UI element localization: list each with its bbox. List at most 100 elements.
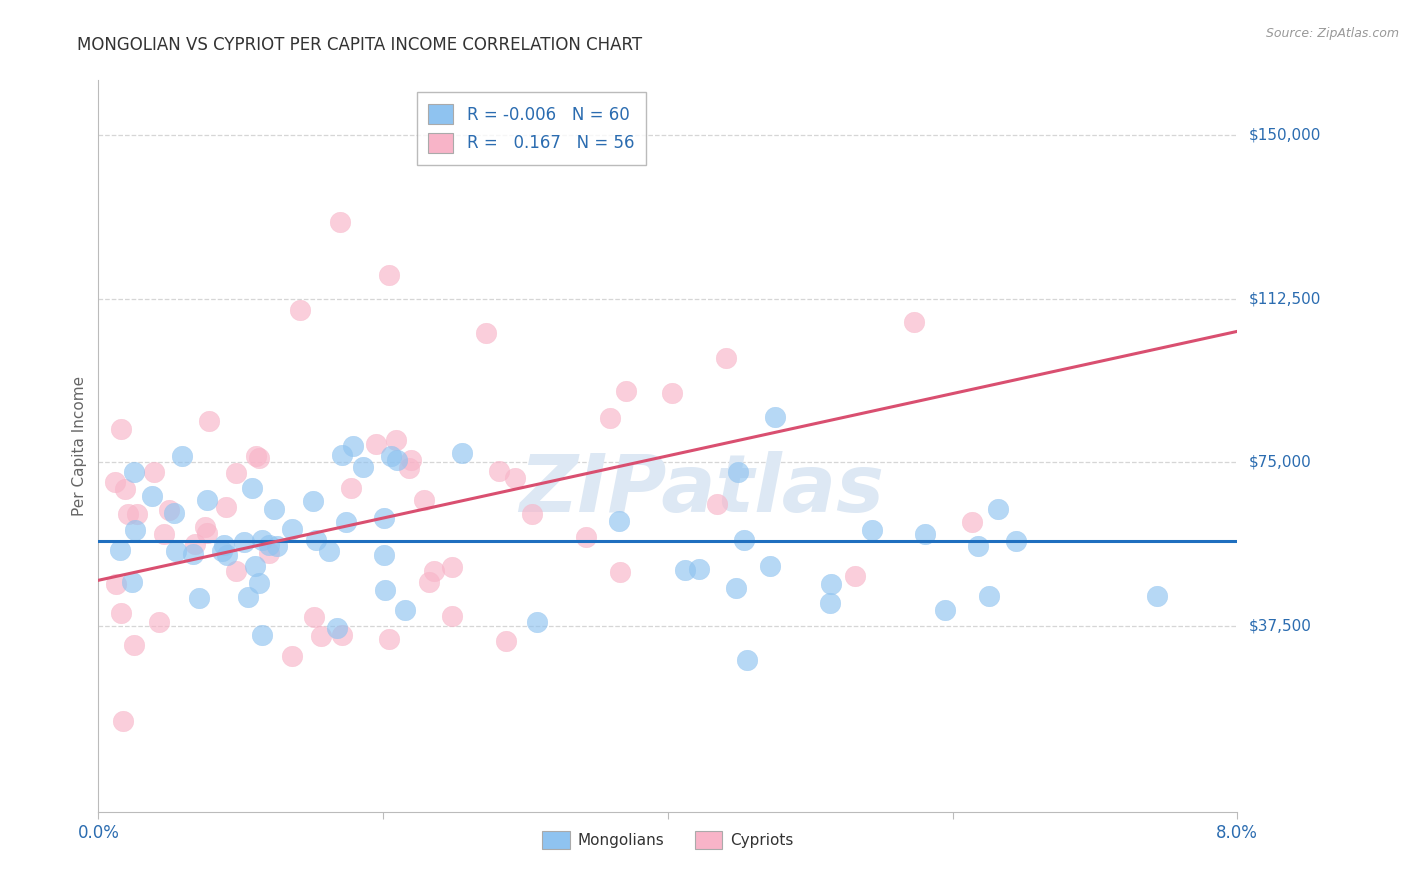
Point — [152, 526, 174, 541]
Point — [914, 526, 936, 541]
Point — [148, 615, 170, 629]
Point — [187, 591, 209, 605]
Point — [329, 215, 352, 229]
Point — [117, 507, 139, 521]
Point — [380, 450, 402, 464]
Point — [614, 384, 637, 399]
Point — [609, 565, 631, 579]
Point — [257, 538, 280, 552]
Point — [373, 548, 395, 562]
Point — [1146, 590, 1168, 604]
Point — [440, 560, 463, 574]
Point — [225, 564, 247, 578]
Point — [245, 558, 267, 573]
Point — [373, 510, 395, 524]
Point — [495, 634, 517, 648]
Point — [301, 493, 323, 508]
Point — [733, 533, 755, 547]
Point — [326, 621, 349, 635]
Point — [377, 268, 399, 282]
Point — [212, 538, 235, 552]
Point — [934, 602, 956, 616]
Point — [225, 466, 247, 480]
Point — [105, 576, 128, 591]
Text: MONGOLIAN VS CYPRIOT PER CAPITA INCOME CORRELATION CHART: MONGOLIAN VS CYPRIOT PER CAPITA INCOME C… — [77, 36, 643, 54]
Point — [142, 466, 165, 480]
Point — [184, 537, 207, 551]
Text: Source: ZipAtlas.com: Source: ZipAtlas.com — [1265, 27, 1399, 40]
Point — [195, 525, 218, 540]
Text: ZIPatlas: ZIPatlas — [519, 450, 884, 529]
Point — [281, 648, 304, 663]
Point — [242, 481, 264, 495]
Point — [820, 577, 842, 591]
Point — [335, 515, 357, 529]
Point — [440, 609, 463, 624]
Point — [385, 452, 408, 467]
Point — [960, 515, 983, 529]
Point — [304, 610, 326, 624]
Point — [122, 466, 145, 480]
Point — [259, 546, 281, 560]
Point — [423, 564, 446, 578]
Point — [290, 302, 312, 317]
Point — [309, 629, 332, 643]
Point — [114, 482, 136, 496]
Legend: Mongolians, Cypriots: Mongolians, Cypriots — [536, 824, 800, 855]
Point — [342, 439, 364, 453]
Point — [247, 576, 270, 591]
Point — [194, 519, 217, 533]
Point — [903, 315, 925, 329]
Point — [377, 632, 399, 647]
Point — [714, 351, 737, 365]
Point — [339, 481, 361, 495]
Point — [599, 411, 621, 425]
Point — [104, 475, 127, 489]
Point — [245, 450, 267, 464]
Point — [211, 543, 233, 558]
Point — [522, 507, 544, 521]
Point — [332, 627, 354, 641]
Point — [374, 582, 396, 597]
Point — [724, 581, 747, 595]
Point — [385, 433, 408, 447]
Point — [860, 523, 883, 537]
Point — [818, 596, 841, 610]
Point — [215, 548, 238, 562]
Point — [236, 590, 259, 604]
Point — [607, 514, 630, 528]
Point — [125, 508, 148, 522]
Y-axis label: Per Capita Income: Per Capita Income — [72, 376, 87, 516]
Point — [966, 539, 988, 553]
Point — [198, 414, 221, 428]
Point — [503, 470, 526, 484]
Point — [157, 503, 180, 517]
Point — [318, 544, 340, 558]
Point — [332, 448, 354, 462]
Point — [170, 449, 193, 463]
Point — [688, 562, 710, 576]
Point — [141, 490, 163, 504]
Point — [673, 564, 696, 578]
Point — [108, 542, 131, 557]
Point — [215, 500, 238, 514]
Point — [977, 589, 1000, 603]
Point — [250, 628, 273, 642]
Point — [281, 522, 304, 536]
Point — [165, 543, 187, 558]
Point — [706, 497, 728, 511]
Point — [110, 422, 132, 436]
Point — [737, 653, 759, 667]
Point — [1005, 534, 1028, 549]
Point — [366, 437, 388, 451]
Point — [727, 465, 749, 479]
Point — [451, 446, 474, 460]
Point — [121, 574, 143, 589]
Point — [232, 535, 254, 549]
Point — [247, 450, 270, 465]
Point — [163, 506, 186, 520]
Point — [263, 501, 285, 516]
Point — [526, 615, 548, 629]
Point — [844, 569, 866, 583]
Point — [124, 523, 146, 537]
